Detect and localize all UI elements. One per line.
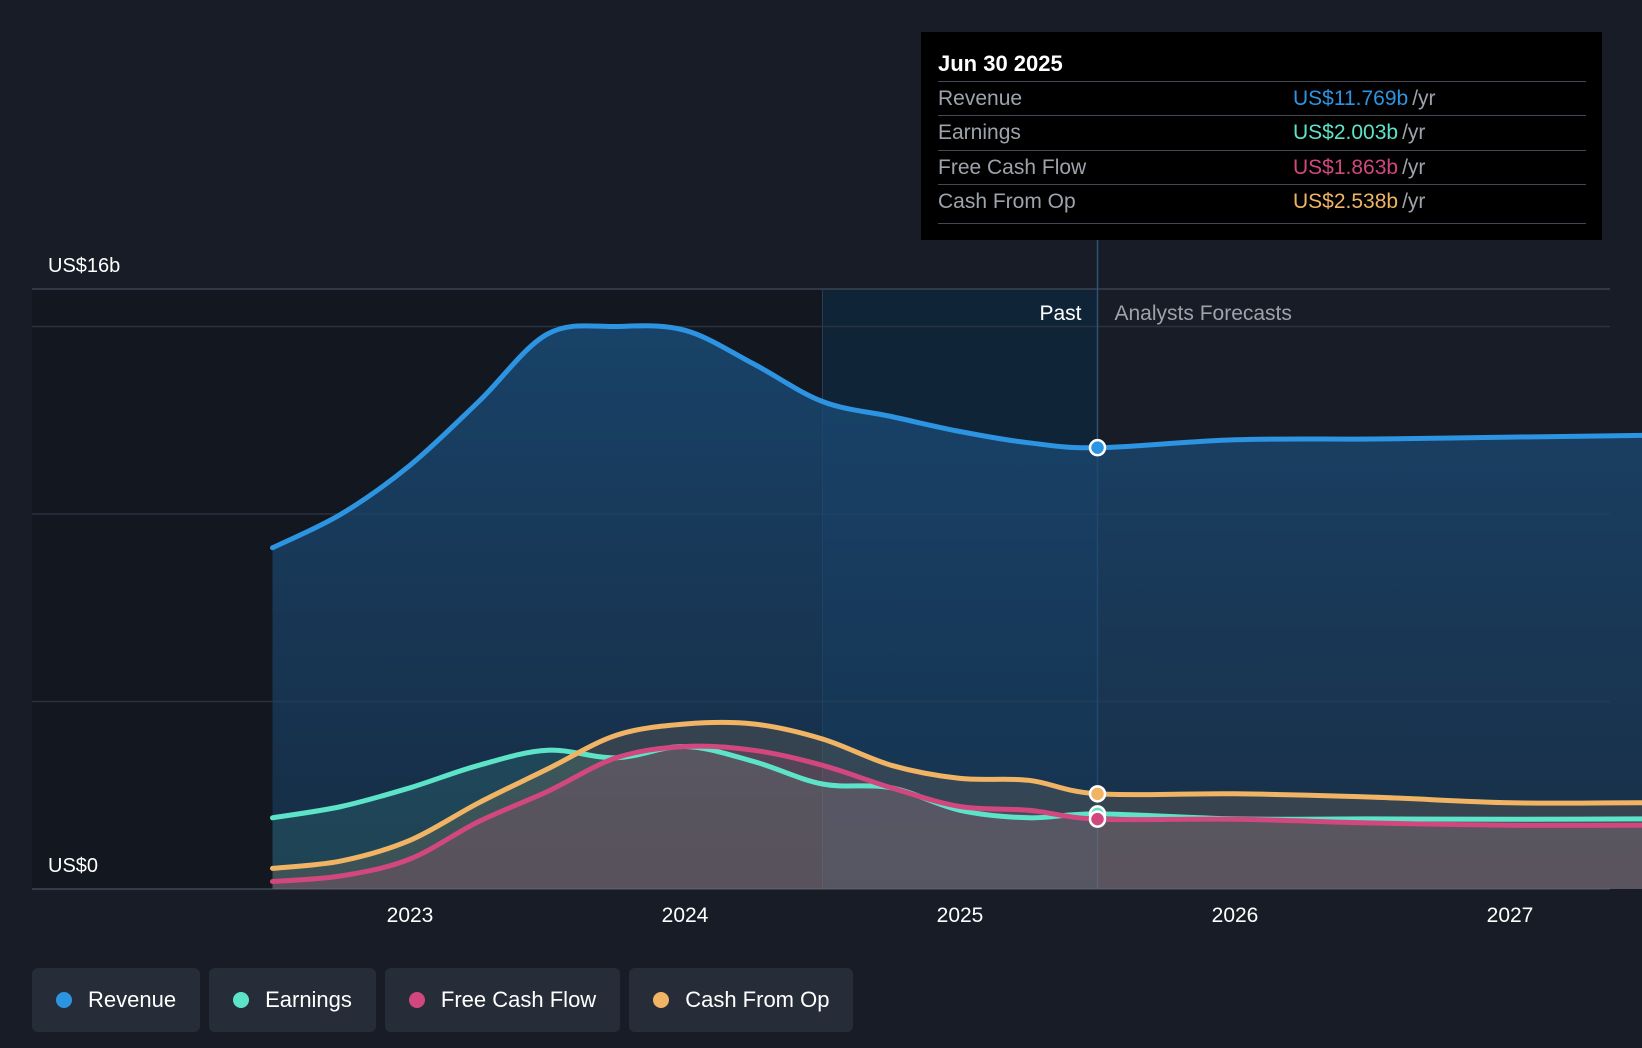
x-tick-label: 2025 xyxy=(937,904,984,927)
legend-item-free-cash-flow[interactable]: Free Cash Flow xyxy=(384,968,621,1032)
legend-label: Revenue xyxy=(88,987,177,1012)
tooltip-value-free-cash-flow: US$1.863b/yr xyxy=(1293,156,1426,179)
y-axis-label: US$16b xyxy=(48,255,120,277)
free-cash-flow-marker xyxy=(1088,810,1107,828)
legend-label: Free Cash Flow xyxy=(440,987,597,1012)
cash-from-op-dot-icon xyxy=(653,992,670,1008)
tooltip-value-revenue: US$11.769b/yr xyxy=(1293,87,1436,110)
tooltip-date: Jun 30 2025 xyxy=(938,51,1063,76)
tooltip-panel: Jun 30 2025 Revenue US$11.769b/yr Earnin… xyxy=(921,32,1602,240)
x-tick-label: 2026 xyxy=(1212,904,1259,927)
tooltip-value-earnings: US$2.003b/yr xyxy=(1293,121,1426,144)
tooltip-row-free-cash-flow: Free Cash Flow US$1.863b/yr xyxy=(938,150,1586,185)
forecast-label: Analysts Forecasts xyxy=(1115,302,1292,325)
tooltip-divider xyxy=(938,223,1586,224)
legend-label: Cash From Op xyxy=(685,987,830,1012)
cash-from-op-line xyxy=(270,719,1642,871)
tooltip-label: Revenue xyxy=(938,87,1023,110)
tooltip-label: Earnings xyxy=(938,121,1021,144)
free-cash-flow-line xyxy=(270,743,1642,884)
tooltip-label: Free Cash Flow xyxy=(938,156,1087,179)
legend-item-revenue[interactable]: Revenue xyxy=(32,968,201,1032)
legend: Revenue Earnings Free Cash Flow Cash Fro… xyxy=(32,968,854,1032)
tooltip-label: Cash From Op xyxy=(938,190,1076,213)
x-tick-label: 2027 xyxy=(1487,904,1534,927)
tooltip-row-revenue: Revenue US$11.769b/yr xyxy=(938,81,1586,116)
earnings-area xyxy=(272,746,1642,889)
legend-item-earnings[interactable]: Earnings xyxy=(209,968,376,1032)
tooltip-value-cash-from-op: US$2.538b/yr xyxy=(1293,190,1426,213)
y-axis-label: US$0 xyxy=(48,855,98,877)
x-tick-label: 2024 xyxy=(662,904,709,927)
revenue-dot-icon xyxy=(56,992,72,1008)
legend-label: Earnings xyxy=(265,987,352,1012)
tooltip-row-cash-from-op: Cash From Op US$2.538b/yr xyxy=(938,184,1586,219)
revenue-line xyxy=(270,323,1642,551)
free-cash-flow-area xyxy=(272,746,1642,889)
legend-item-cash-from-op[interactable]: Cash From Op xyxy=(629,968,854,1032)
earnings-dot-icon xyxy=(233,992,250,1008)
past-label: Past xyxy=(1039,302,1081,325)
tooltip-row-earnings: Earnings US$2.003b/yr xyxy=(938,115,1586,150)
revenue-marker xyxy=(1088,438,1107,457)
free-cash-flow-dot-icon xyxy=(408,992,425,1008)
revenue-area xyxy=(272,325,1642,889)
x-tick-label: 2023 xyxy=(387,904,434,927)
cash-from-op-marker xyxy=(1088,785,1107,803)
